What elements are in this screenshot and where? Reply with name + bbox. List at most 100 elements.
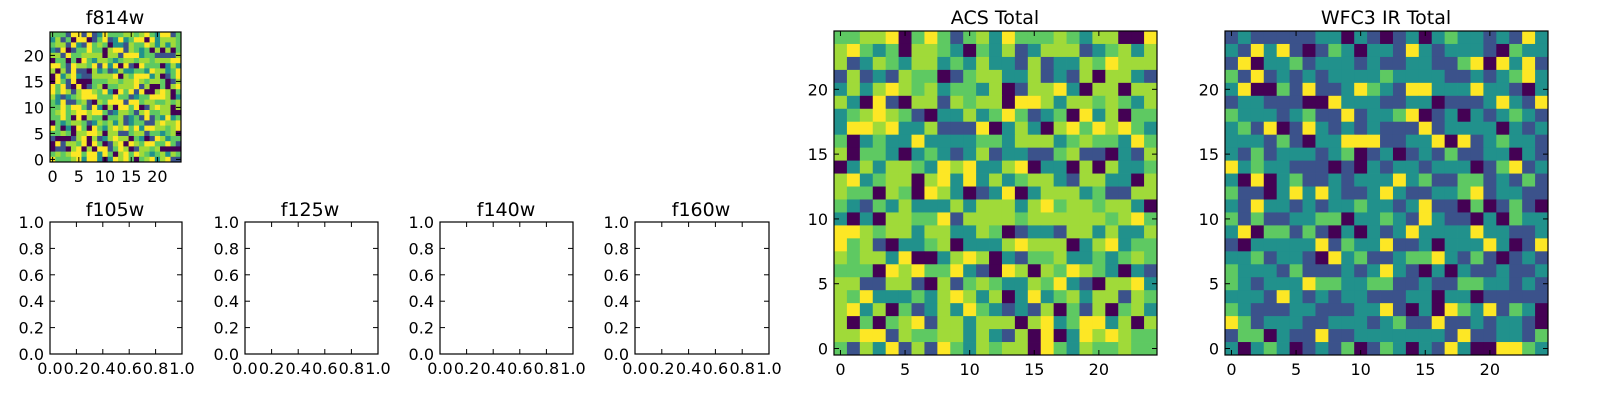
heatmap-cell [963, 173, 977, 187]
heatmap-cell [144, 68, 150, 74]
heatmap-cell [86, 104, 93, 111]
heatmap-cell [107, 47, 114, 54]
heatmap-cell [81, 63, 88, 69]
heatmap-cell [989, 316, 1003, 330]
heatmap-cell [859, 316, 874, 330]
heatmap-cell [1040, 316, 1055, 330]
heatmap-cell [1496, 225, 1510, 239]
heatmap-cell [898, 121, 912, 136]
heatmap-cell [859, 251, 874, 265]
heatmap-cell [1040, 212, 1055, 226]
heatmap-cell [139, 104, 145, 111]
heatmap-cell [846, 186, 861, 200]
heatmap-cell [1144, 199, 1158, 213]
heatmap-cell [885, 82, 899, 97]
heatmap-cell [1380, 329, 1394, 343]
heatmap-cell [1001, 186, 1016, 200]
heatmap-cell [1431, 329, 1446, 343]
heatmap-cell [170, 130, 177, 137]
heatmap-cell [1470, 225, 1484, 239]
heatmap-cell [1144, 173, 1158, 187]
heatmap-cell [60, 47, 67, 54]
heatmap-cell [118, 63, 124, 69]
heatmap-cell [924, 329, 938, 343]
heatmap-cell [149, 68, 156, 74]
heatmap-cell [911, 212, 925, 226]
heatmap-cell [1131, 160, 1145, 174]
heatmap-cell [1367, 251, 1381, 265]
heatmap-cell [1405, 303, 1420, 317]
heatmap-cell [1053, 147, 1067, 161]
x-tick-label: 0.2 [64, 359, 89, 378]
heatmap-cell [1237, 43, 1252, 58]
heatmap-cell [112, 58, 119, 64]
heatmap-cell [1483, 199, 1497, 213]
heatmap-cell [1225, 56, 1239, 71]
heatmap-cell [898, 277, 912, 291]
heatmap-cell [1367, 199, 1381, 213]
heatmap-cell [1328, 95, 1342, 110]
heatmap-cell [91, 120, 98, 126]
heatmap-cell [1066, 212, 1080, 226]
heatmap-cell [149, 58, 156, 64]
heatmap-cell [1263, 277, 1278, 291]
heatmap-cell [1263, 303, 1278, 317]
heatmap-cell [1431, 225, 1446, 239]
heatmap-cell [885, 316, 899, 330]
heatmap-cell [1328, 212, 1342, 226]
y-tick-label: 0 [34, 150, 44, 169]
heatmap-cell [76, 94, 82, 100]
heatmap-cell [1302, 303, 1316, 317]
heatmap-cell [123, 104, 129, 111]
heatmap-cell [1522, 238, 1536, 252]
heatmap-cell [102, 125, 109, 132]
heatmap-cell [1457, 56, 1471, 71]
heatmap-cell [1483, 31, 1497, 45]
y-tick-label: 15 [808, 145, 828, 164]
heatmap-cell [160, 115, 166, 121]
heatmap-cell [924, 95, 938, 110]
x-tick-label: 1.0 [169, 359, 194, 378]
heatmap-cell [118, 115, 124, 121]
heatmap-cell [70, 89, 77, 95]
heatmap-cell [123, 58, 129, 64]
heatmap-cell [154, 130, 161, 137]
heatmap-cell [123, 94, 129, 100]
heatmap-cell [60, 52, 67, 59]
heatmap-cell [1001, 225, 1016, 239]
heatmap-cell [1509, 316, 1523, 330]
heatmap-cell [1328, 31, 1342, 45]
axes-frame [49, 31, 182, 163]
heatmap-cell [1315, 186, 1329, 200]
heatmap-cell [1040, 69, 1055, 84]
heatmap-cell [834, 316, 848, 330]
x-tick-label: 0.8 [339, 359, 364, 378]
heatmap-cell [872, 69, 887, 84]
heatmap-cell [55, 141, 61, 147]
y-tick-label: 20 [808, 80, 828, 99]
heatmap-cell [1405, 290, 1420, 304]
heatmap-cell [911, 43, 925, 58]
heatmap-cell [859, 199, 874, 213]
heatmap-cell [885, 147, 899, 161]
heatmap-cell [1367, 108, 1381, 123]
heatmap-cell [924, 69, 938, 84]
heatmap-cell [91, 68, 98, 74]
heatmap-cell [175, 110, 182, 116]
heatmap-cell [1250, 31, 1265, 45]
heatmap-cell [1027, 186, 1042, 200]
heatmap-cell [102, 42, 109, 48]
heatmap-cell [1341, 329, 1355, 343]
heatmap-cell [165, 156, 171, 163]
heatmap-cell [1367, 31, 1381, 45]
heatmap-cell [91, 141, 98, 147]
heatmap-cell [97, 130, 103, 137]
heatmap-cell [885, 212, 899, 226]
heatmap-cell [1380, 290, 1394, 304]
heatmap-cell [1001, 303, 1016, 317]
heatmap-cell [1105, 251, 1119, 265]
heatmap-cell [139, 73, 145, 80]
heatmap-cell [1250, 56, 1265, 71]
heatmap-cell [898, 212, 912, 226]
heatmap-cell [139, 52, 145, 59]
